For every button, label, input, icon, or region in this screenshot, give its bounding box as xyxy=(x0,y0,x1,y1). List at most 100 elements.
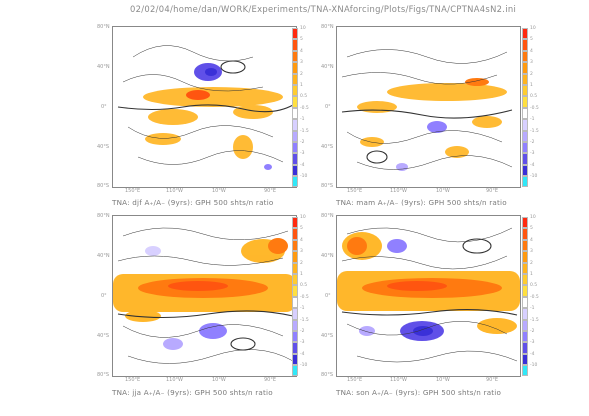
colorbar-djf-label: 1 xyxy=(300,83,303,88)
colorbar-son-label: -3 xyxy=(530,340,535,346)
colorbar-son-swatch xyxy=(522,319,528,331)
colorbar-son-swatch xyxy=(522,296,528,309)
colorbar-djf-label: -1 xyxy=(300,117,305,123)
colorbar-jja-label: -1 xyxy=(300,306,305,312)
colorbar-mam-label: 5 xyxy=(530,37,533,43)
colorbar-mam-label: 0.5 xyxy=(530,94,538,100)
lon-tick-10w-3: 10°W xyxy=(212,377,226,383)
lon-tick-90e-3: 90°E xyxy=(264,377,277,383)
colorbar-jja-label: -0.5 xyxy=(300,294,309,300)
lat-tick-0-4: 0° xyxy=(325,293,331,299)
colorbar-jja-label: -2 xyxy=(300,329,305,334)
colorbar-son-label: 3 xyxy=(530,249,533,255)
colorbar-djf-swatch xyxy=(292,96,298,108)
colorbar-jja-label: -10 xyxy=(300,363,308,369)
colorbar-djf-swatch xyxy=(292,28,298,40)
colorbar-son-label: 0.5 xyxy=(530,283,538,289)
lon-tick-110w-4: 110°W xyxy=(390,377,407,383)
colorbar-jja-swatch xyxy=(292,217,298,229)
lon-tick-150e-3: 150°E xyxy=(125,377,141,383)
lat-tick-0-2: 0° xyxy=(325,104,331,110)
colorbar-jja-label: 10 xyxy=(300,215,306,220)
colorbar-jja-swatch xyxy=(292,285,298,297)
lat-tick-40n: 40°N xyxy=(97,64,110,70)
lat-tick-80s-4: 80°S xyxy=(321,372,334,378)
lon-tick-110w-2: 110°W xyxy=(390,188,407,194)
colorbar-son-label: -2 xyxy=(530,329,535,334)
lon-tick-150e-4: 150°E xyxy=(347,377,363,383)
colorbar-djf-swatch xyxy=(292,153,298,165)
colorbar-jja xyxy=(292,217,298,377)
caption-son: TNA: son A₊/A₋ (9yrs): GPH 500 shts/n ra… xyxy=(336,388,502,397)
colorbar-jja-swatch xyxy=(292,228,298,240)
colorbar-mam-swatch xyxy=(522,164,528,177)
colorbar-djf-label: 10 xyxy=(300,26,306,31)
colorbar-mam-swatch xyxy=(522,39,528,51)
colorbar-son-label: -10 xyxy=(530,363,538,369)
colorbar-jja-swatch xyxy=(292,239,298,252)
colorbar-djf-swatch xyxy=(292,164,298,177)
colorbar-son-swatch xyxy=(522,285,528,297)
lon-tick-10w: 10°W xyxy=(212,188,226,194)
map-field-mam xyxy=(341,49,513,171)
colorbar-djf-swatch xyxy=(292,84,298,97)
colorbar-mam-label: 4 xyxy=(530,48,533,54)
colorbar-jja-swatch xyxy=(292,342,298,354)
lon-tick-110w: 110°W xyxy=(166,188,183,194)
colorbar-djf xyxy=(292,28,298,188)
colorbar-son-swatch xyxy=(522,353,528,366)
lat-tick-40n-4: 40°N xyxy=(321,253,334,259)
colorbar-jja-label: -4 xyxy=(300,351,305,357)
colorbar-mam-swatch xyxy=(522,107,528,120)
colorbar-son-swatch xyxy=(522,273,528,286)
colorbar-mam-swatch xyxy=(522,153,528,165)
colorbar-mam-label: 1 xyxy=(530,83,533,88)
colorbar-mam-swatch xyxy=(522,28,528,40)
colorbar-son-swatch xyxy=(522,251,528,263)
lat-tick-40s: 40°S xyxy=(97,144,110,150)
colorbar-son-swatch xyxy=(522,330,528,343)
lat-tick-0-3: 0° xyxy=(101,293,107,299)
lat-tick-40s-3: 40°S xyxy=(97,333,110,339)
colorbar-son-label: 10 xyxy=(530,215,536,220)
lon-tick-150e-2: 150°E xyxy=(347,188,363,194)
colorbar-mam-label: -0.5 xyxy=(530,105,539,111)
colorbar-jja-swatch xyxy=(292,353,298,366)
colorbar-jja-swatch xyxy=(292,262,298,274)
colorbar-mam-label: -3 xyxy=(530,151,535,157)
colorbar-mam-label: 2 xyxy=(530,71,533,77)
colorbar-djf-label: -4 xyxy=(300,162,305,168)
colorbar-son-label: 4 xyxy=(530,237,533,243)
colorbar-jja-label: 3 xyxy=(300,249,303,255)
colorbar-mam-swatch xyxy=(522,130,528,142)
lon-tick-90e-2: 90°E xyxy=(486,188,499,194)
lon-tick-110w-3: 110°W xyxy=(166,377,183,383)
lon-tick-150e: 150°E xyxy=(125,188,141,194)
colorbar-son-swatch xyxy=(522,239,528,252)
colorbar-son-swatch xyxy=(522,308,528,320)
lat-tick-40n-2: 40°N xyxy=(321,64,334,70)
colorbar-mam-swatch xyxy=(522,50,528,63)
colorbar-djf-swatch xyxy=(292,119,298,131)
lon-tick-90e-4: 90°E xyxy=(486,377,499,383)
lon-tick-10w-2: 10°W xyxy=(436,188,450,194)
colorbar-mam-label: -4 xyxy=(530,162,535,168)
colorbar-son-label: 2 xyxy=(530,260,533,266)
colorbar-djf-swatch xyxy=(292,107,298,120)
colorbar-jja-swatch xyxy=(292,296,298,309)
lat-tick-0: 0° xyxy=(101,104,107,110)
map-field-son xyxy=(337,227,520,363)
colorbar-djf-swatch xyxy=(292,141,298,154)
colorbar-jja-swatch xyxy=(292,330,298,343)
lon-tick-90e: 90°E xyxy=(264,188,277,194)
colorbar-djf-swatch xyxy=(292,50,298,63)
colorbar-mam-label: -10 xyxy=(530,174,538,180)
lat-tick-80n: 80°N xyxy=(97,24,110,30)
colorbar-mam-swatch xyxy=(522,84,528,97)
colorbar-jja-label: 4 xyxy=(300,237,303,243)
map-panel-jja xyxy=(112,215,297,377)
colorbar-jja-swatch xyxy=(292,319,298,331)
colorbar-djf-label: 5 xyxy=(300,37,303,43)
colorbar-son-label: 1 xyxy=(530,272,533,277)
lat-tick-40s-4: 40°S xyxy=(321,333,334,339)
